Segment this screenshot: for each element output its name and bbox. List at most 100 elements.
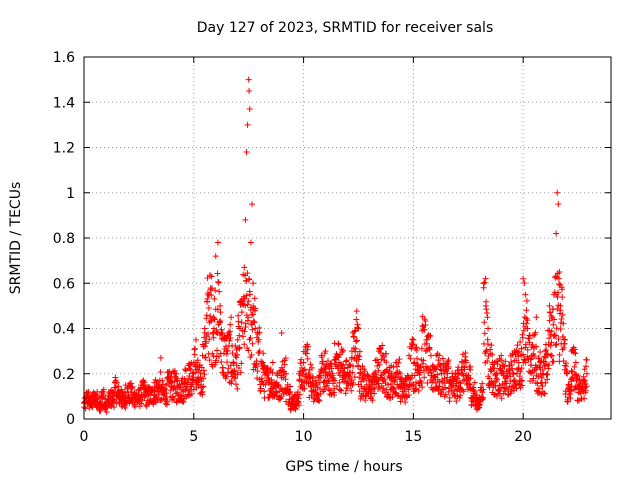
data-point-sample [360, 376, 367, 383]
data-point-sample [462, 357, 469, 364]
data-point-sample [201, 329, 208, 336]
data-point-sample [185, 375, 192, 382]
data-point-sample [434, 363, 441, 370]
data-point-sample [349, 369, 356, 376]
data-point-sample [247, 335, 254, 342]
data-point-sample [420, 357, 427, 364]
data-point-sample [167, 387, 174, 394]
data-point-sample [244, 301, 251, 308]
data-point-sample [199, 388, 206, 395]
data-point-sample [112, 377, 119, 384]
x-tick-label: 10 [295, 429, 313, 445]
data-point-sample [582, 387, 589, 394]
data-point-sample [184, 379, 191, 386]
data-point-sample [141, 393, 148, 400]
data-point-sample [219, 364, 226, 371]
data-point-sample [451, 386, 458, 393]
data-point [241, 264, 248, 271]
data-point-sample [424, 380, 431, 387]
data-point-sample [387, 374, 394, 381]
data-point-sample [238, 309, 245, 316]
data-point-sample [392, 389, 399, 396]
data-point-sample [112, 374, 119, 381]
data-point-sample [556, 281, 563, 288]
data-point-sample [293, 392, 300, 399]
data-point-sample [194, 357, 201, 364]
data-point-sample [208, 318, 215, 325]
data-point-sample [188, 390, 195, 397]
data-point-sample [245, 314, 252, 321]
data-point-sample [543, 371, 550, 378]
data-point-sample [456, 394, 463, 401]
data-point-sample [543, 350, 550, 357]
data-point-sample [525, 335, 532, 342]
data-point-sample [214, 306, 221, 313]
data-point-sample [229, 350, 236, 357]
data-point-sample [342, 358, 349, 365]
data-point-sample [102, 396, 109, 403]
data-point [217, 302, 224, 309]
y-tick-label: 0 [66, 412, 75, 428]
data-point-sample [259, 359, 266, 366]
data-point-sample [380, 385, 387, 392]
data-point-sample [277, 394, 284, 401]
data-point-sample [336, 379, 343, 386]
data-point-sample [559, 294, 566, 301]
data-point-sample [112, 384, 119, 391]
data-point-sample [407, 375, 414, 382]
data-point-sample [314, 391, 321, 398]
data-point-sample [361, 385, 368, 392]
data-point-sample [377, 350, 384, 357]
data-point-sample [167, 374, 174, 381]
data-point-sample [483, 306, 490, 313]
data-point-sample [208, 292, 215, 299]
data-point-sample [304, 355, 311, 362]
data-point-sample [567, 388, 574, 395]
data-point-sample [558, 286, 565, 293]
data-point-sample [482, 275, 489, 282]
data-point-sample [200, 383, 207, 390]
data-point-sample [210, 352, 217, 359]
data-point-sample [467, 366, 474, 373]
data-point-sample [453, 398, 460, 405]
data-point-sample [383, 359, 390, 366]
data-point-sample [508, 388, 515, 395]
data-point-sample [346, 361, 353, 368]
data-point-sample [581, 395, 588, 402]
data-point-sample [355, 356, 362, 363]
data-point-sample [435, 357, 442, 364]
data-point [555, 201, 562, 208]
data-point-sample [100, 391, 107, 398]
data-point-sample [419, 384, 426, 391]
data-point-sample [387, 381, 394, 388]
data-point-sample [263, 370, 270, 377]
data-point-sample [482, 348, 489, 355]
data-points [81, 76, 590, 415]
data-point-sample [436, 383, 443, 390]
data-point-sample [522, 359, 529, 366]
data-point-sample [206, 357, 213, 364]
data-point-sample [407, 355, 414, 362]
data-point-sample [318, 354, 325, 361]
data-point-sample [86, 405, 93, 412]
data-point-sample [205, 305, 212, 312]
data-point-sample [362, 397, 369, 404]
data-point-sample [235, 323, 242, 330]
data-point-sample [242, 320, 249, 327]
data-point-sample [219, 331, 226, 338]
data-point-sample [385, 381, 392, 388]
data-point-sample [178, 392, 185, 399]
data-point-sample [379, 342, 386, 349]
data-point-sample [402, 399, 409, 406]
data-point-sample [236, 344, 243, 351]
data-point-sample [444, 370, 451, 377]
data-point-sample [231, 375, 238, 382]
data-point-sample [465, 375, 472, 382]
x-tick-label: 0 [80, 429, 89, 445]
data-point-sample [320, 379, 327, 386]
data-point-sample [522, 341, 529, 348]
data-point-sample [210, 329, 217, 336]
data-point-sample [548, 328, 555, 335]
data-point-sample [432, 379, 439, 386]
data-point-sample [514, 342, 521, 349]
